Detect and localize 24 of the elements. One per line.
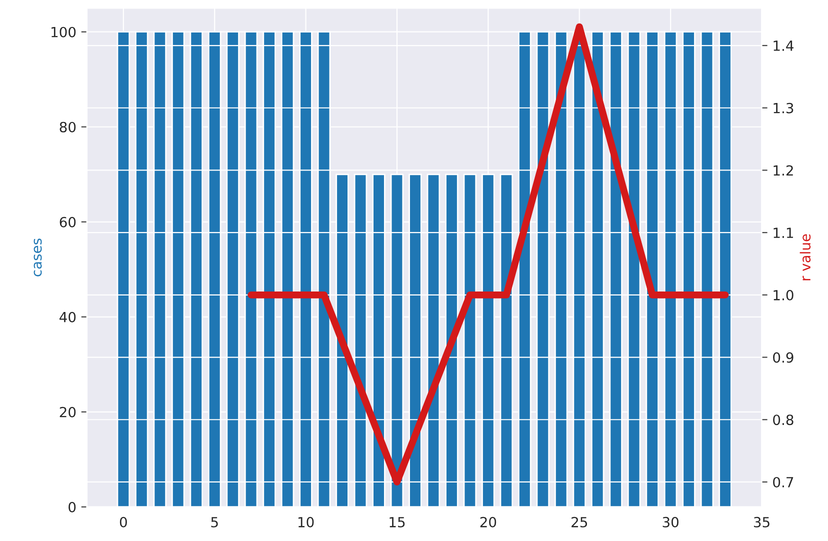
y2-tick-label: 0.7 [773,476,794,488]
y-tick-label: 60 [60,216,76,228]
y-tick-label: 100 [52,26,76,38]
y-tick-label: 20 [60,406,76,418]
y2-tick-label: 1.4 [774,40,794,51]
y2-tick-label: 1.0 [774,290,794,300]
y-tick-label: 80 [60,122,76,132]
x-tick-label: 25 [572,516,587,528]
y-tick-label: 40 [60,312,76,322]
y2-tick-label: 1.1 [774,228,793,238]
x-tick-label: 15 [390,517,405,528]
y2-tick-label: 1.2 [774,165,793,176]
x-tick-label: 0 [120,516,127,528]
y-axis-title: cases [34,238,42,276]
x-tick-label: 30 [662,516,678,528]
y2-tick-label: 0.9 [773,352,794,363]
y-tick-label: 0 [68,502,76,512]
y2-axis-title: r value [800,234,811,280]
y2-tick-label: 0.8 [773,414,794,426]
x-tick-label: 35 [754,516,770,528]
x-tick-label: 20 [480,516,496,528]
x-tick-label: 10 [298,516,314,528]
x-tick-label: 5 [211,517,218,528]
y2-tick-label: 1.3 [774,102,794,114]
